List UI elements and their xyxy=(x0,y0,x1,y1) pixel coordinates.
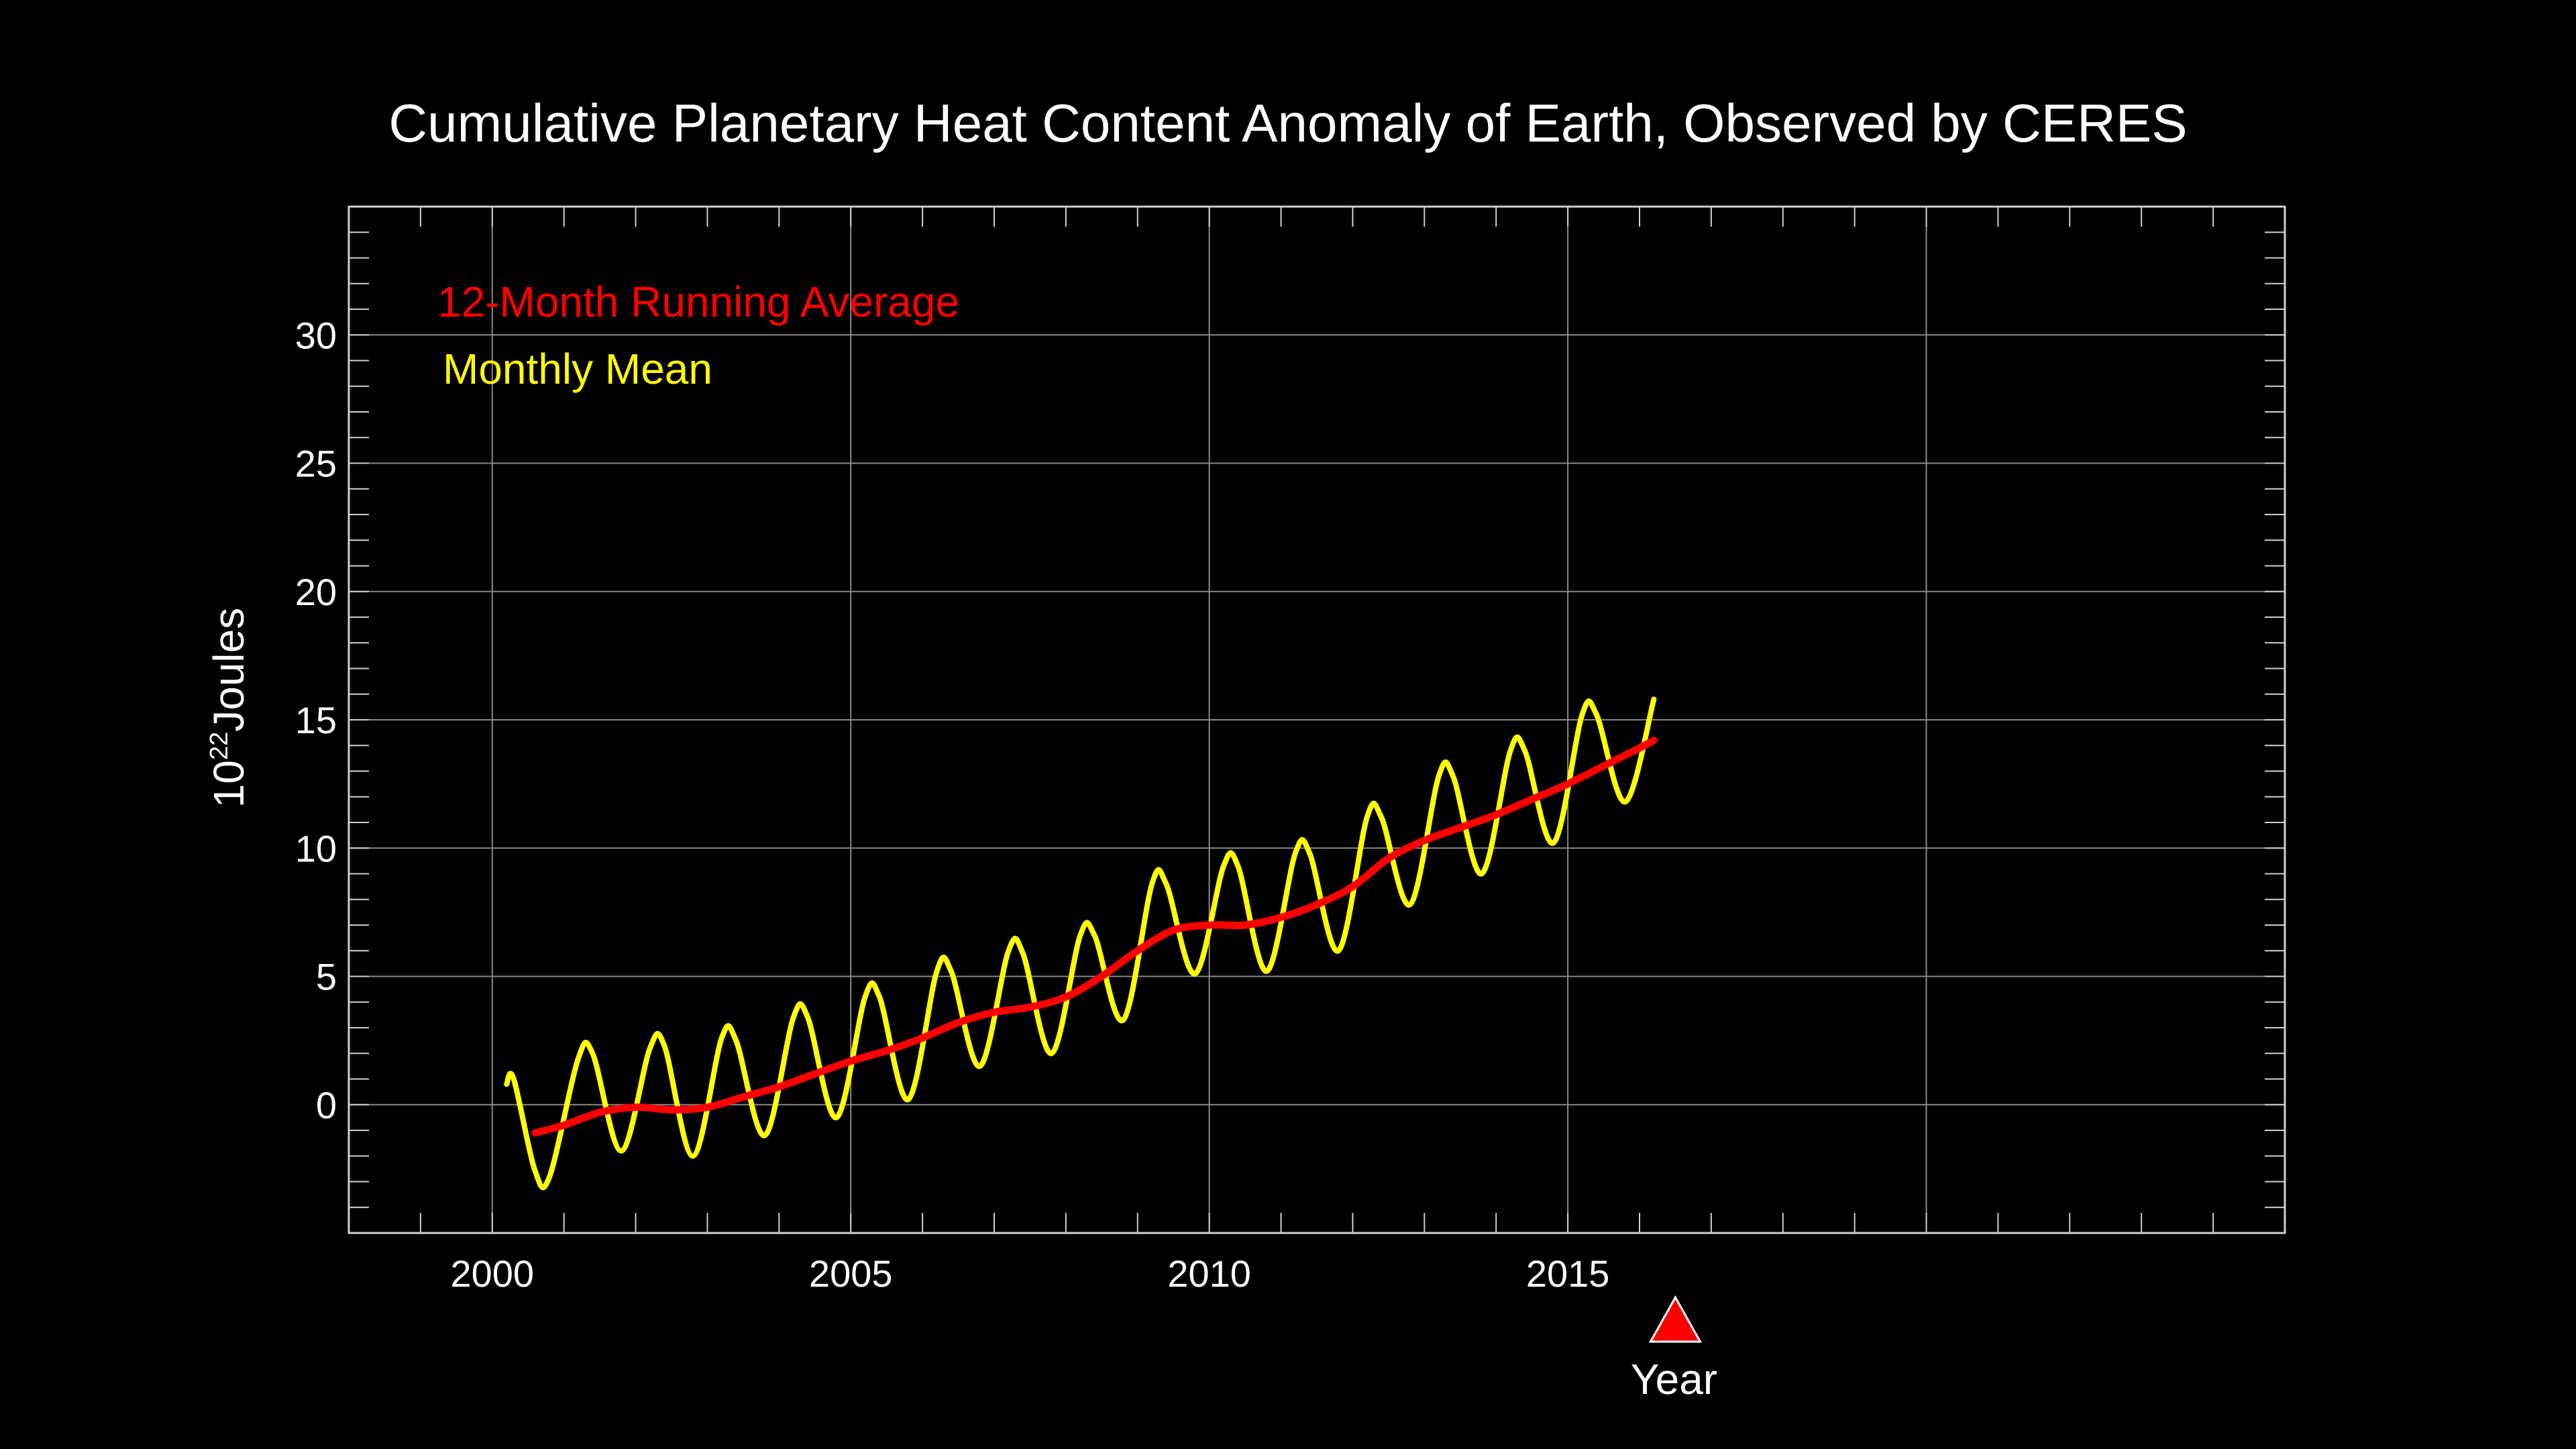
y-tick-labels: 0 5 10 15 20 25 30 xyxy=(295,314,337,1126)
plot-frame xyxy=(347,205,2286,1234)
grid xyxy=(349,207,2285,1233)
y-tick-label: 5 xyxy=(316,956,337,998)
y-tick-label: 30 xyxy=(295,314,337,356)
y-axis-label-exponent: 22 xyxy=(205,732,233,760)
x-tick-label: 2005 xyxy=(809,1252,893,1295)
series-lines xyxy=(504,696,1658,1191)
y-axis-label-unit: Joules xyxy=(205,608,253,732)
minor-ticks xyxy=(348,206,2286,1234)
chart-title: Cumulative Planetary Heat Content Anomal… xyxy=(388,93,2188,153)
y-axis-label: 1022Joules xyxy=(205,608,253,808)
current-year-marker-icon xyxy=(1648,1295,1703,1343)
x-tick-label: 2015 xyxy=(1526,1252,1610,1295)
y-tick-label: 0 xyxy=(316,1084,337,1126)
x-tick-labels: 2000 2005 2010 2015 xyxy=(450,1252,1609,1295)
y-tick-label: 20 xyxy=(295,571,337,613)
x-tick-label: 2010 xyxy=(1167,1252,1251,1295)
legend-entry-monthly-mean: Monthly Mean xyxy=(443,345,712,393)
y-tick-label: 15 xyxy=(295,699,337,741)
x-axis-label: Year xyxy=(1631,1355,1717,1403)
series-line-running-average xyxy=(531,737,1658,1137)
legend-entry-running-average: 12-Month Running Average xyxy=(437,278,959,326)
y-axis-label-prefix: 10 xyxy=(205,760,253,808)
series-line-monthly-mean xyxy=(504,696,1657,1191)
x-tick-label: 2000 xyxy=(450,1252,534,1295)
y-tick-label: 10 xyxy=(295,827,337,869)
y-tick-label: 25 xyxy=(295,443,337,485)
